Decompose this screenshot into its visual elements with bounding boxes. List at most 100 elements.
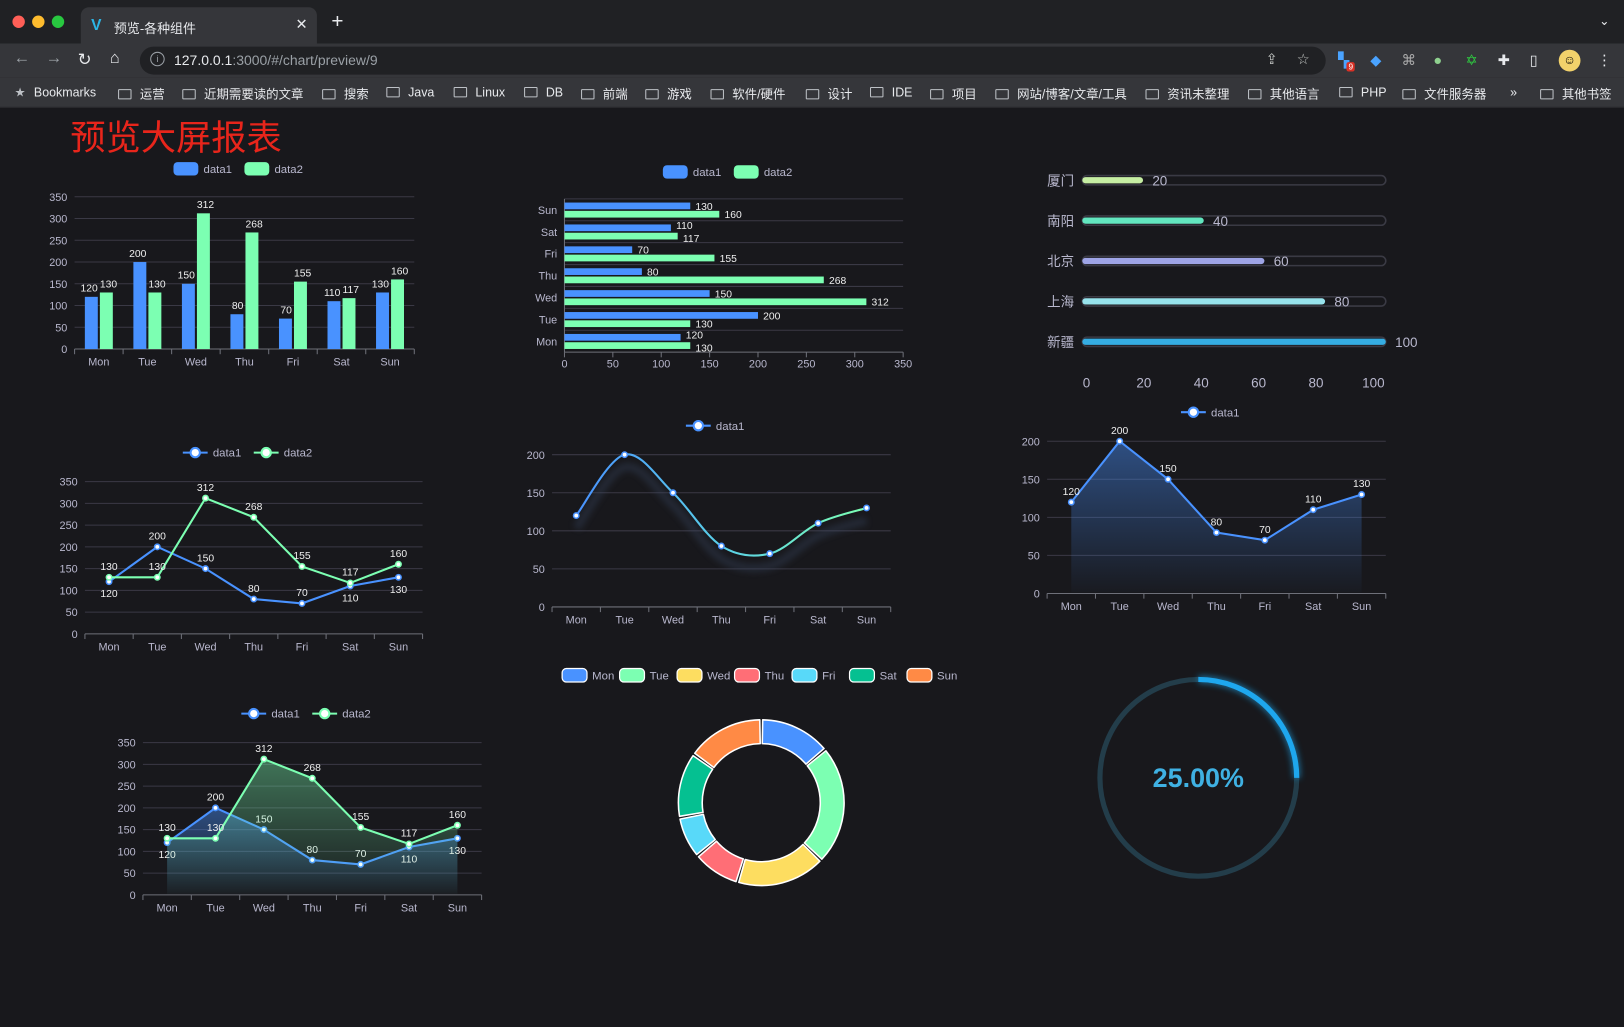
y-tick-label: 50	[124, 868, 136, 880]
back-icon[interactable]: ←	[13, 49, 31, 68]
x-tick-label: Tue	[1111, 601, 1129, 613]
legend-item-data2[interactable]: data2	[253, 446, 313, 460]
legend-item-data2[interactable]: data2	[733, 165, 793, 179]
side-panel-icon[interactable]: ▯	[1529, 51, 1538, 69]
close-tab-icon[interactable]: ✕	[295, 15, 308, 33]
legend-item-data2[interactable]: data2	[312, 707, 371, 721]
legend-item-data1[interactable]: data1	[182, 446, 242, 460]
data-label: 130	[158, 823, 176, 834]
folder-icon	[930, 89, 944, 100]
legend-item-Sun[interactable]: Sun	[906, 667, 957, 683]
legend-label: data2	[274, 164, 302, 176]
data-label: 70	[280, 305, 292, 316]
bookmark-folder[interactable]: DB	[524, 85, 563, 99]
bookmark-folder[interactable]: 项目	[930, 85, 977, 103]
bookmark-folder[interactable]: 网站/博客/文章/工具	[995, 85, 1127, 103]
maximize-window-button[interactable]	[51, 15, 65, 28]
bookmark-star-icon[interactable]: ☆	[1296, 50, 1310, 68]
data-point	[105, 573, 113, 581]
other-bookmarks[interactable]: 其他书签	[1540, 85, 1612, 103]
circle-extension-icon[interactable]: ●	[1433, 51, 1443, 69]
new-tab-button[interactable]: +	[331, 10, 344, 34]
bookmark-folder[interactable]: 文件服务器	[1402, 85, 1486, 103]
profile-avatar[interactable]: ☺	[1558, 49, 1581, 72]
bookmark-folder[interactable]: 游戏	[645, 85, 692, 103]
command-extension-icon[interactable]: ⌘	[1401, 51, 1416, 69]
bar-data2	[293, 281, 307, 350]
bookmark-label: Linux	[475, 84, 506, 100]
legend-item-data1[interactable]: data1	[241, 707, 300, 721]
y-tick-label: 50	[1028, 551, 1040, 563]
data-label: 120	[100, 589, 118, 600]
bookmark-folder[interactable]: PHP	[1339, 85, 1386, 99]
bookmark-folder[interactable]: 运营	[118, 85, 165, 103]
reload-icon[interactable]: ↻	[77, 51, 92, 70]
bar-data2	[564, 276, 824, 284]
vue-logo-icon: V	[91, 16, 102, 35]
forward-icon[interactable]: →	[45, 49, 63, 68]
legend-item-data1[interactable]: data1	[173, 162, 232, 176]
star-extension-icon[interactable]: ✡	[1465, 51, 1478, 69]
more-menu-icon[interactable]: ⋮	[1597, 51, 1612, 69]
bookmark-folder[interactable]: 近期需要读的文章	[182, 85, 303, 103]
legend-item-Wed[interactable]: Wed	[676, 667, 730, 683]
extension-icon[interactable]: ▚	[1338, 51, 1350, 69]
bookmark-folder[interactable]: 其他语言	[1248, 85, 1320, 103]
data-label: 130	[100, 562, 118, 573]
browser-tab[interactable]: V 预览-各种组件 ✕	[80, 7, 317, 44]
minimize-window-button[interactable]	[32, 15, 45, 28]
legend-item-Thu[interactable]: Thu	[733, 667, 785, 683]
legend-item-Sat[interactable]: Sat	[848, 667, 898, 683]
legend-label: data2	[342, 709, 370, 721]
category-label: 新疆	[1047, 335, 1074, 350]
data-point	[394, 573, 402, 581]
y-tick-label: Tue	[539, 314, 557, 326]
tab-search-chevron-icon[interactable]: ⌄	[1599, 13, 1610, 28]
bookmarks-button[interactable]: ★ Bookmarks	[14, 85, 96, 99]
bookmark-folder[interactable]: Java	[386, 85, 434, 99]
bookmark-folder[interactable]: 软件/硬件	[710, 85, 785, 103]
bookmark-label: DB	[545, 84, 564, 100]
bookmark-folder[interactable]: IDE	[869, 85, 912, 99]
data-label: 70	[296, 588, 308, 599]
legend-label: data1	[693, 167, 721, 179]
bookmark-folder[interactable]: 搜索	[322, 85, 369, 103]
legend-item-Tue[interactable]: Tue	[618, 667, 669, 683]
data-point	[202, 494, 209, 502]
close-window-button[interactable]	[12, 15, 25, 28]
y-tick-label: Sat	[541, 227, 557, 239]
legend-item-data1[interactable]: data1	[662, 165, 722, 179]
bookmark-folder[interactable]: Linux	[453, 84, 506, 100]
y-tick-label: 0	[61, 344, 67, 356]
data-point	[621, 451, 629, 459]
url-text[interactable]: 127.0.0.1:3000/#/chart/preview/9	[174, 53, 378, 69]
home-icon[interactable]: ⌂	[109, 49, 120, 68]
legend-item-data2[interactable]: data2	[244, 162, 303, 176]
bookmark-folder[interactable]: 资讯未整理	[1145, 85, 1229, 103]
legend-item-Fri[interactable]: Fri	[791, 667, 835, 683]
bookmark-folder[interactable]: 前端	[581, 85, 628, 103]
data-label: 130	[449, 846, 467, 857]
puzzle-icon[interactable]: ✚	[1497, 51, 1510, 69]
site-info-icon[interactable]: i	[150, 51, 165, 67]
x-tick-label: 100	[652, 359, 670, 371]
data-label: 150	[1159, 464, 1177, 475]
data-label: 130	[149, 562, 167, 573]
legend-item-Mon[interactable]: Mon	[561, 667, 614, 683]
x-tick-label: Wed	[185, 357, 207, 369]
data-point	[250, 513, 258, 521]
address-bar[interactable]: i 127.0.0.1:3000/#/chart/preview/9 ⇪ ☆	[139, 46, 1326, 75]
share-icon[interactable]: ⇪	[1265, 50, 1278, 68]
bookmarks-overflow-button[interactable]: »	[1510, 84, 1517, 100]
other-bookmarks-label: 其他书签	[1561, 86, 1612, 102]
legend-item-data1[interactable]: data1	[685, 419, 745, 433]
bookmark-folder[interactable]: 设计	[805, 85, 852, 103]
y-tick-label: 350	[49, 192, 67, 204]
legend-item-data1[interactable]: data1	[1180, 406, 1240, 419]
bar-data1	[133, 262, 147, 350]
gem-extension-icon[interactable]: ◆	[1370, 51, 1382, 69]
data-point	[153, 573, 161, 581]
legend-swatch-icon	[618, 667, 646, 683]
bar-data1	[564, 224, 671, 232]
data-point	[346, 579, 354, 587]
